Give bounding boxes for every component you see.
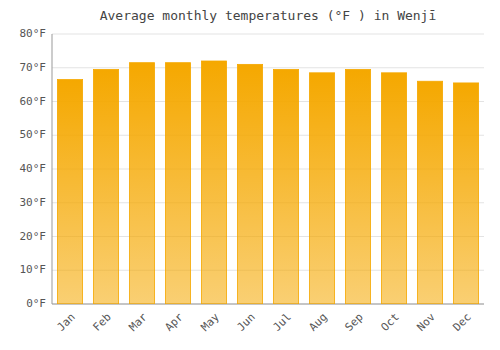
x-tick-label: Dec (451, 311, 474, 334)
x-tick-label: Sep (343, 311, 366, 334)
axes: 0°F 10°F 20°F 30°F 40°F 50°F 60°F 70°F 80°F Jan Fe… (20, 27, 485, 334)
bar (57, 80, 82, 304)
x-tick-label: Apr (163, 310, 187, 334)
bar (273, 69, 298, 304)
x-tick-label: Jun (235, 311, 258, 334)
bars (57, 61, 478, 304)
bar (129, 63, 154, 304)
y-tick-label: 30°F (20, 196, 47, 209)
bar (417, 81, 442, 304)
y-tick-label: 60°F (20, 95, 47, 108)
bar (381, 73, 406, 304)
bar (201, 61, 226, 304)
title: Average monthly temperatures (°F ) in We… (100, 8, 437, 23)
y-tick-label: 20°F (20, 230, 47, 243)
bar (453, 83, 478, 304)
bar (93, 69, 118, 304)
x-tick-label: Nov (415, 310, 439, 334)
y-tick-label: 50°F (20, 128, 47, 141)
bar (309, 73, 334, 304)
y-tick-label: 80°F (20, 27, 47, 40)
y-tick-label: 70°F (20, 61, 47, 74)
y-tick-label: 0°F (26, 297, 46, 310)
x-tick-label: Jul (271, 311, 294, 334)
x-tick-label: May (199, 310, 223, 334)
x-tick-label: Mar (127, 310, 151, 334)
y-tick-label: 10°F (20, 263, 47, 276)
x-tick-label: Jan (55, 311, 78, 334)
bar (345, 69, 370, 304)
bar (165, 63, 190, 304)
grid-line (52, 67, 484, 68)
grid-line (52, 34, 484, 35)
y-axis-line (52, 34, 53, 304)
x-tick-label: Aug (307, 311, 330, 334)
x-tick-label: Oct (379, 311, 402, 334)
grid (52, 34, 484, 304)
chart: 0°F 10°F 20°F 30°F 40°F 50°F 60°F 70°F 80°F Jan Fe… (0, 0, 500, 350)
bar (237, 64, 262, 304)
x-tick-label: Feb (91, 311, 114, 334)
y-tick-label: 40°F (20, 162, 47, 175)
